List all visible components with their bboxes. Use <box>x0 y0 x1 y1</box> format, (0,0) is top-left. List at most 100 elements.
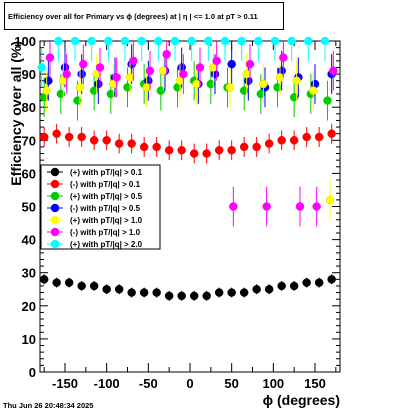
data-point <box>179 69 188 79</box>
legend-label: (+) with pT/|q| > 0.1 <box>70 168 143 177</box>
data-point <box>44 76 53 85</box>
data-point <box>227 59 236 69</box>
data-point <box>52 278 61 287</box>
y-tick-label: 40 <box>22 233 36 248</box>
legend-label: (-) with pT/|q| > 0.5 <box>70 204 141 213</box>
data-point <box>229 202 238 211</box>
data-point <box>152 142 161 152</box>
data-point <box>45 53 55 62</box>
data-point <box>239 288 249 297</box>
data-point <box>264 139 274 148</box>
y-tick-label: 20 <box>22 299 36 314</box>
legend-label: (+) with pT/|q| > 2.0 <box>70 240 143 249</box>
data-point <box>323 96 332 105</box>
y-tick-label: 70 <box>22 133 36 148</box>
data-point <box>254 36 263 46</box>
data-point <box>279 53 288 62</box>
timestamp-footer: Thu Jun 26 20:48:34 2025 <box>3 401 94 410</box>
data-point <box>227 288 236 297</box>
data-point <box>189 149 199 158</box>
data-point <box>114 285 124 294</box>
data-layer <box>37 36 338 301</box>
legend-label: (-) with pT/|q| > 0.1 <box>70 180 141 189</box>
data-point <box>239 142 249 152</box>
data-point <box>177 291 186 301</box>
data-point <box>94 79 103 89</box>
y-axis-title: Efficiency over all (%) <box>8 41 24 186</box>
data-point <box>195 63 205 72</box>
data-point <box>95 63 105 72</box>
data-point <box>192 79 201 89</box>
x-axis-title: ϕ (degrees) <box>263 392 340 408</box>
data-point <box>325 195 335 205</box>
data-point <box>245 59 255 69</box>
data-point <box>120 36 130 46</box>
data-point <box>220 36 230 46</box>
data-point <box>202 149 211 158</box>
data-point <box>320 36 330 46</box>
data-point <box>264 285 274 294</box>
data-point <box>289 281 299 291</box>
data-point <box>237 36 246 46</box>
data-point <box>270 36 280 46</box>
x-tick-label: -50 <box>139 376 158 391</box>
x-tick-label: -100 <box>94 376 120 391</box>
data-point <box>64 132 74 142</box>
data-point <box>125 73 135 82</box>
data-point <box>77 69 86 79</box>
data-point <box>304 36 313 46</box>
x-tick-label: 50 <box>224 376 238 391</box>
data-point <box>242 69 251 79</box>
legend-label: (-) with pT/|q| > 1.0 <box>70 228 141 237</box>
data-point <box>204 36 213 46</box>
data-point <box>302 132 311 142</box>
data-point <box>277 136 286 145</box>
data-point <box>79 59 88 69</box>
data-point <box>54 36 63 46</box>
data-point <box>164 291 174 301</box>
legend-label: (+) with pT/|q| > 0.5 <box>70 192 143 201</box>
y-tick-label: 100 <box>14 34 36 49</box>
y-tick-label: 90 <box>22 67 36 82</box>
data-point <box>139 288 149 297</box>
y-tick-label: 80 <box>22 100 36 115</box>
data-point <box>225 83 235 92</box>
data-point <box>64 278 74 287</box>
data-point <box>39 132 49 142</box>
data-point <box>77 281 86 291</box>
data-point <box>70 36 80 46</box>
data-point <box>212 56 221 66</box>
data-point <box>52 129 61 138</box>
x-tick-label: -150 <box>52 376 78 391</box>
data-point <box>37 63 46 72</box>
y-tick-label: 0 <box>29 365 36 380</box>
data-point <box>302 278 311 287</box>
y-tick-label: 60 <box>22 166 36 181</box>
data-point <box>77 132 86 142</box>
data-point <box>62 69 71 79</box>
chart-title: Efficiency over all for Primary vs ϕ (de… <box>4 2 284 30</box>
data-point <box>142 83 151 92</box>
data-point <box>89 281 99 291</box>
data-point <box>42 86 51 95</box>
data-point <box>202 291 211 301</box>
data-point <box>112 73 121 82</box>
data-point <box>87 36 96 46</box>
data-point <box>154 36 163 46</box>
data-point <box>127 288 136 297</box>
data-point <box>329 66 338 76</box>
data-point <box>309 86 318 95</box>
legend-box <box>40 164 161 250</box>
data-point <box>139 142 149 152</box>
data-point <box>162 49 171 59</box>
x-tick-label: 100 <box>262 376 284 391</box>
y-tick-label: 10 <box>22 332 36 347</box>
data-point <box>114 139 124 148</box>
data-point <box>292 76 301 85</box>
data-point <box>152 288 161 297</box>
data-point <box>259 79 268 89</box>
data-point <box>177 145 186 155</box>
data-point <box>327 275 336 284</box>
